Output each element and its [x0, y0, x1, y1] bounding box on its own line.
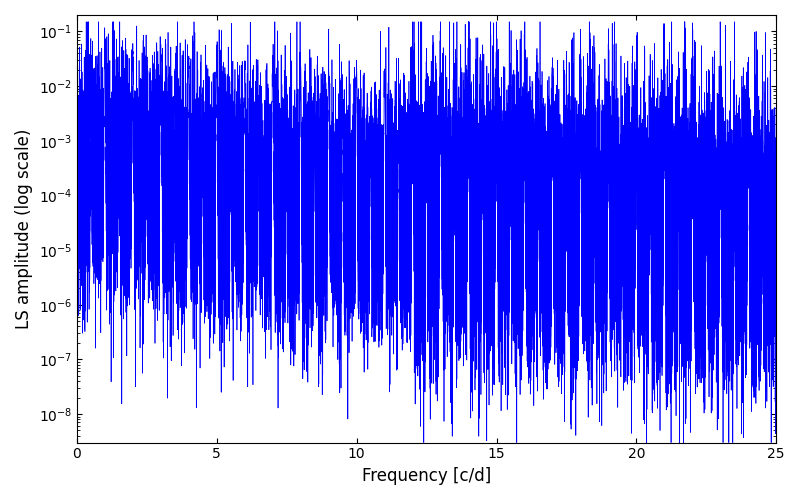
- X-axis label: Frequency [c/d]: Frequency [c/d]: [362, 467, 491, 485]
- Y-axis label: LS amplitude (log scale): LS amplitude (log scale): [15, 128, 33, 329]
